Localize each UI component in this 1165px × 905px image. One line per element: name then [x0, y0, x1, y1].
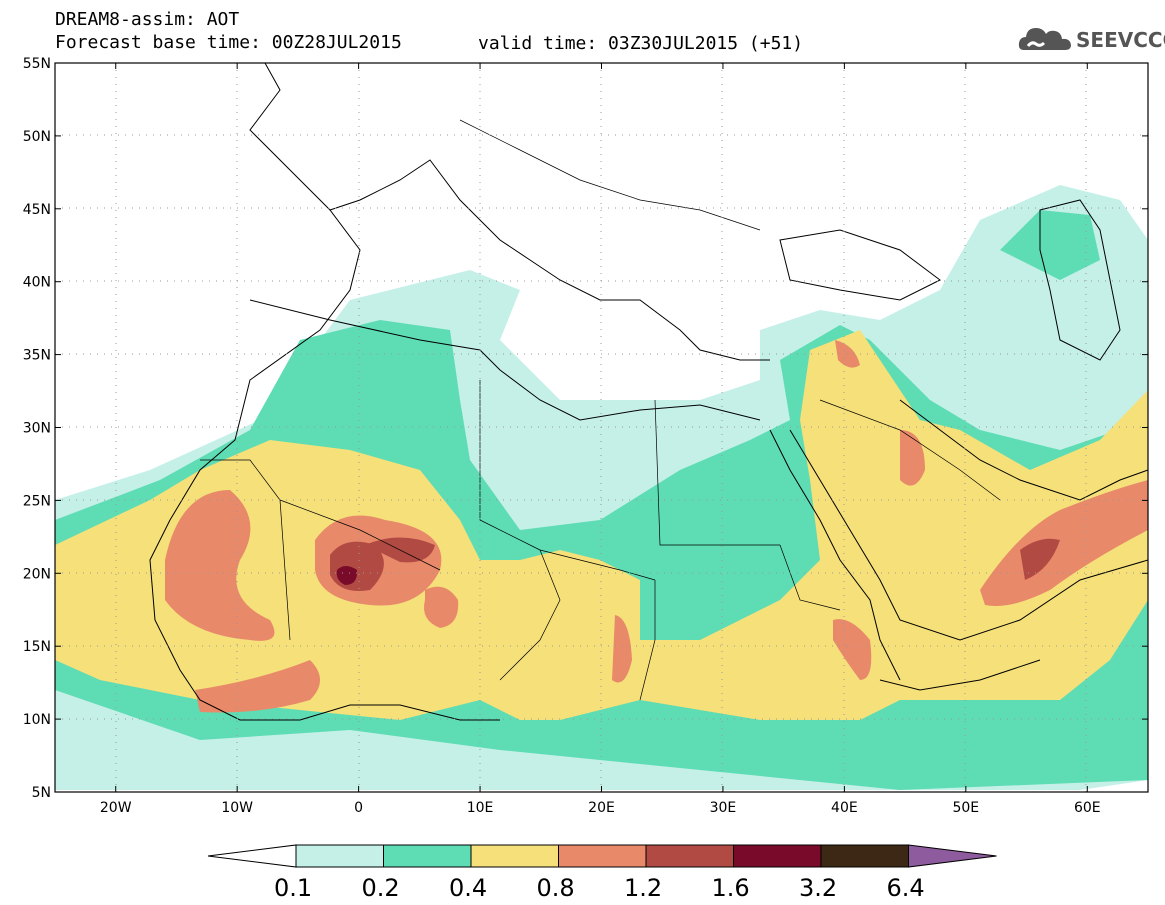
lon-label: 10W: [221, 800, 253, 816]
lat-label: 20N: [23, 566, 51, 582]
aot-band-0.8-sahel: [195, 660, 320, 713]
aot-band-0.2-east: [1000, 210, 1100, 280]
aot-band-0.8-arabia-n: [835, 340, 860, 368]
lat-label: 55N: [23, 56, 51, 72]
colorbar-segment: [558, 844, 647, 868]
colorbar-label: 1.6: [711, 874, 750, 902]
aot-band-0.8-small: [424, 586, 459, 628]
coast-horn: [879, 659, 1041, 691]
colorbar-label: 3.2: [799, 874, 838, 902]
borders: [200, 119, 1001, 701]
graticule: [55, 63, 1148, 792]
colorbar-label: 0.2: [361, 874, 400, 902]
coast-mediterranean-south: [249, 299, 761, 421]
coast-west-africa: [149, 63, 500, 721]
coast-red-sea: [769, 429, 901, 681]
logo-text: SEEVCCC: [1076, 28, 1165, 52]
lon-label: 60E: [1074, 800, 1101, 816]
cloud-icon: [1018, 28, 1071, 50]
colorbar-segment: [733, 844, 822, 868]
coast-europe: [329, 159, 770, 361]
colorbar-label: 1.2: [624, 874, 663, 902]
colorbar-over-arrow: [908, 844, 997, 868]
aot-band-1.6: [336, 566, 358, 585]
lat-label: 30N: [23, 421, 51, 437]
colorbar: [207, 844, 997, 868]
coast-arabia: [789, 429, 1148, 641]
lat-label: 10N: [23, 712, 51, 728]
colorbar-label: 0.8: [536, 874, 575, 902]
lat-label: 5N: [32, 785, 51, 801]
lon-label: 20E: [588, 800, 615, 816]
aot-band-0.8-eritrea: [833, 619, 872, 680]
colorbar-segment: [820, 844, 909, 868]
lat-label: 25N: [23, 493, 51, 509]
aot-band-0.8-chad: [612, 615, 632, 683]
seevccc-logo: SEEVCCC: [1018, 22, 1165, 58]
lon-label: 40E: [831, 800, 858, 816]
colorbar-segment: [383, 844, 472, 868]
aot-band-0.8-oman: [980, 480, 1148, 606]
latitude-axis: 5N 10N 15N 20N 25N 30N 35N 40N 45N 50N 55N: [23, 56, 1148, 801]
coastlines: [149, 63, 1148, 721]
caspian-sea: [1039, 199, 1121, 361]
black-sea: [779, 229, 941, 301]
longitude-axis: 20W 10W 0 10E 20E 30E 40E 50E 60E: [100, 63, 1101, 816]
colorbar-label: 0.4: [449, 874, 488, 902]
lat-label: 50N: [23, 129, 51, 145]
aot-band-0.8-west: [165, 490, 275, 641]
colorbar-segment: [470, 844, 559, 868]
lon-label: 0: [354, 800, 363, 816]
lon-label: 30E: [710, 800, 737, 816]
colorbar-label: 0.1: [274, 874, 313, 902]
lat-label: 15N: [23, 639, 51, 655]
valid-time: valid time: 03Z30JUL2015 (+51): [478, 33, 804, 54]
map-title: DREAM8-assim: AOT: [55, 9, 240, 30]
lon-label: 50E: [952, 800, 979, 816]
lat-label: 45N: [23, 202, 51, 218]
colorbar-label: 6.4: [886, 874, 925, 902]
lon-label: 10E: [467, 800, 494, 816]
aot-band-0.8-arabia-c: [900, 430, 925, 486]
aot-shading: [55, 185, 1148, 790]
coast-persian-gulf: [899, 399, 1148, 501]
aot-band-1.2-oman: [1020, 538, 1060, 580]
lat-label: 35N: [23, 348, 51, 364]
lat-label: 40N: [23, 275, 51, 291]
colorbar-segment: [295, 844, 384, 868]
colorbar-under-arrow: [207, 844, 297, 868]
forecast-base-time: Forecast base time: 00Z28JUL2015: [55, 32, 402, 53]
colorbar-segment: [645, 844, 734, 868]
lon-label: 20W: [100, 800, 132, 816]
